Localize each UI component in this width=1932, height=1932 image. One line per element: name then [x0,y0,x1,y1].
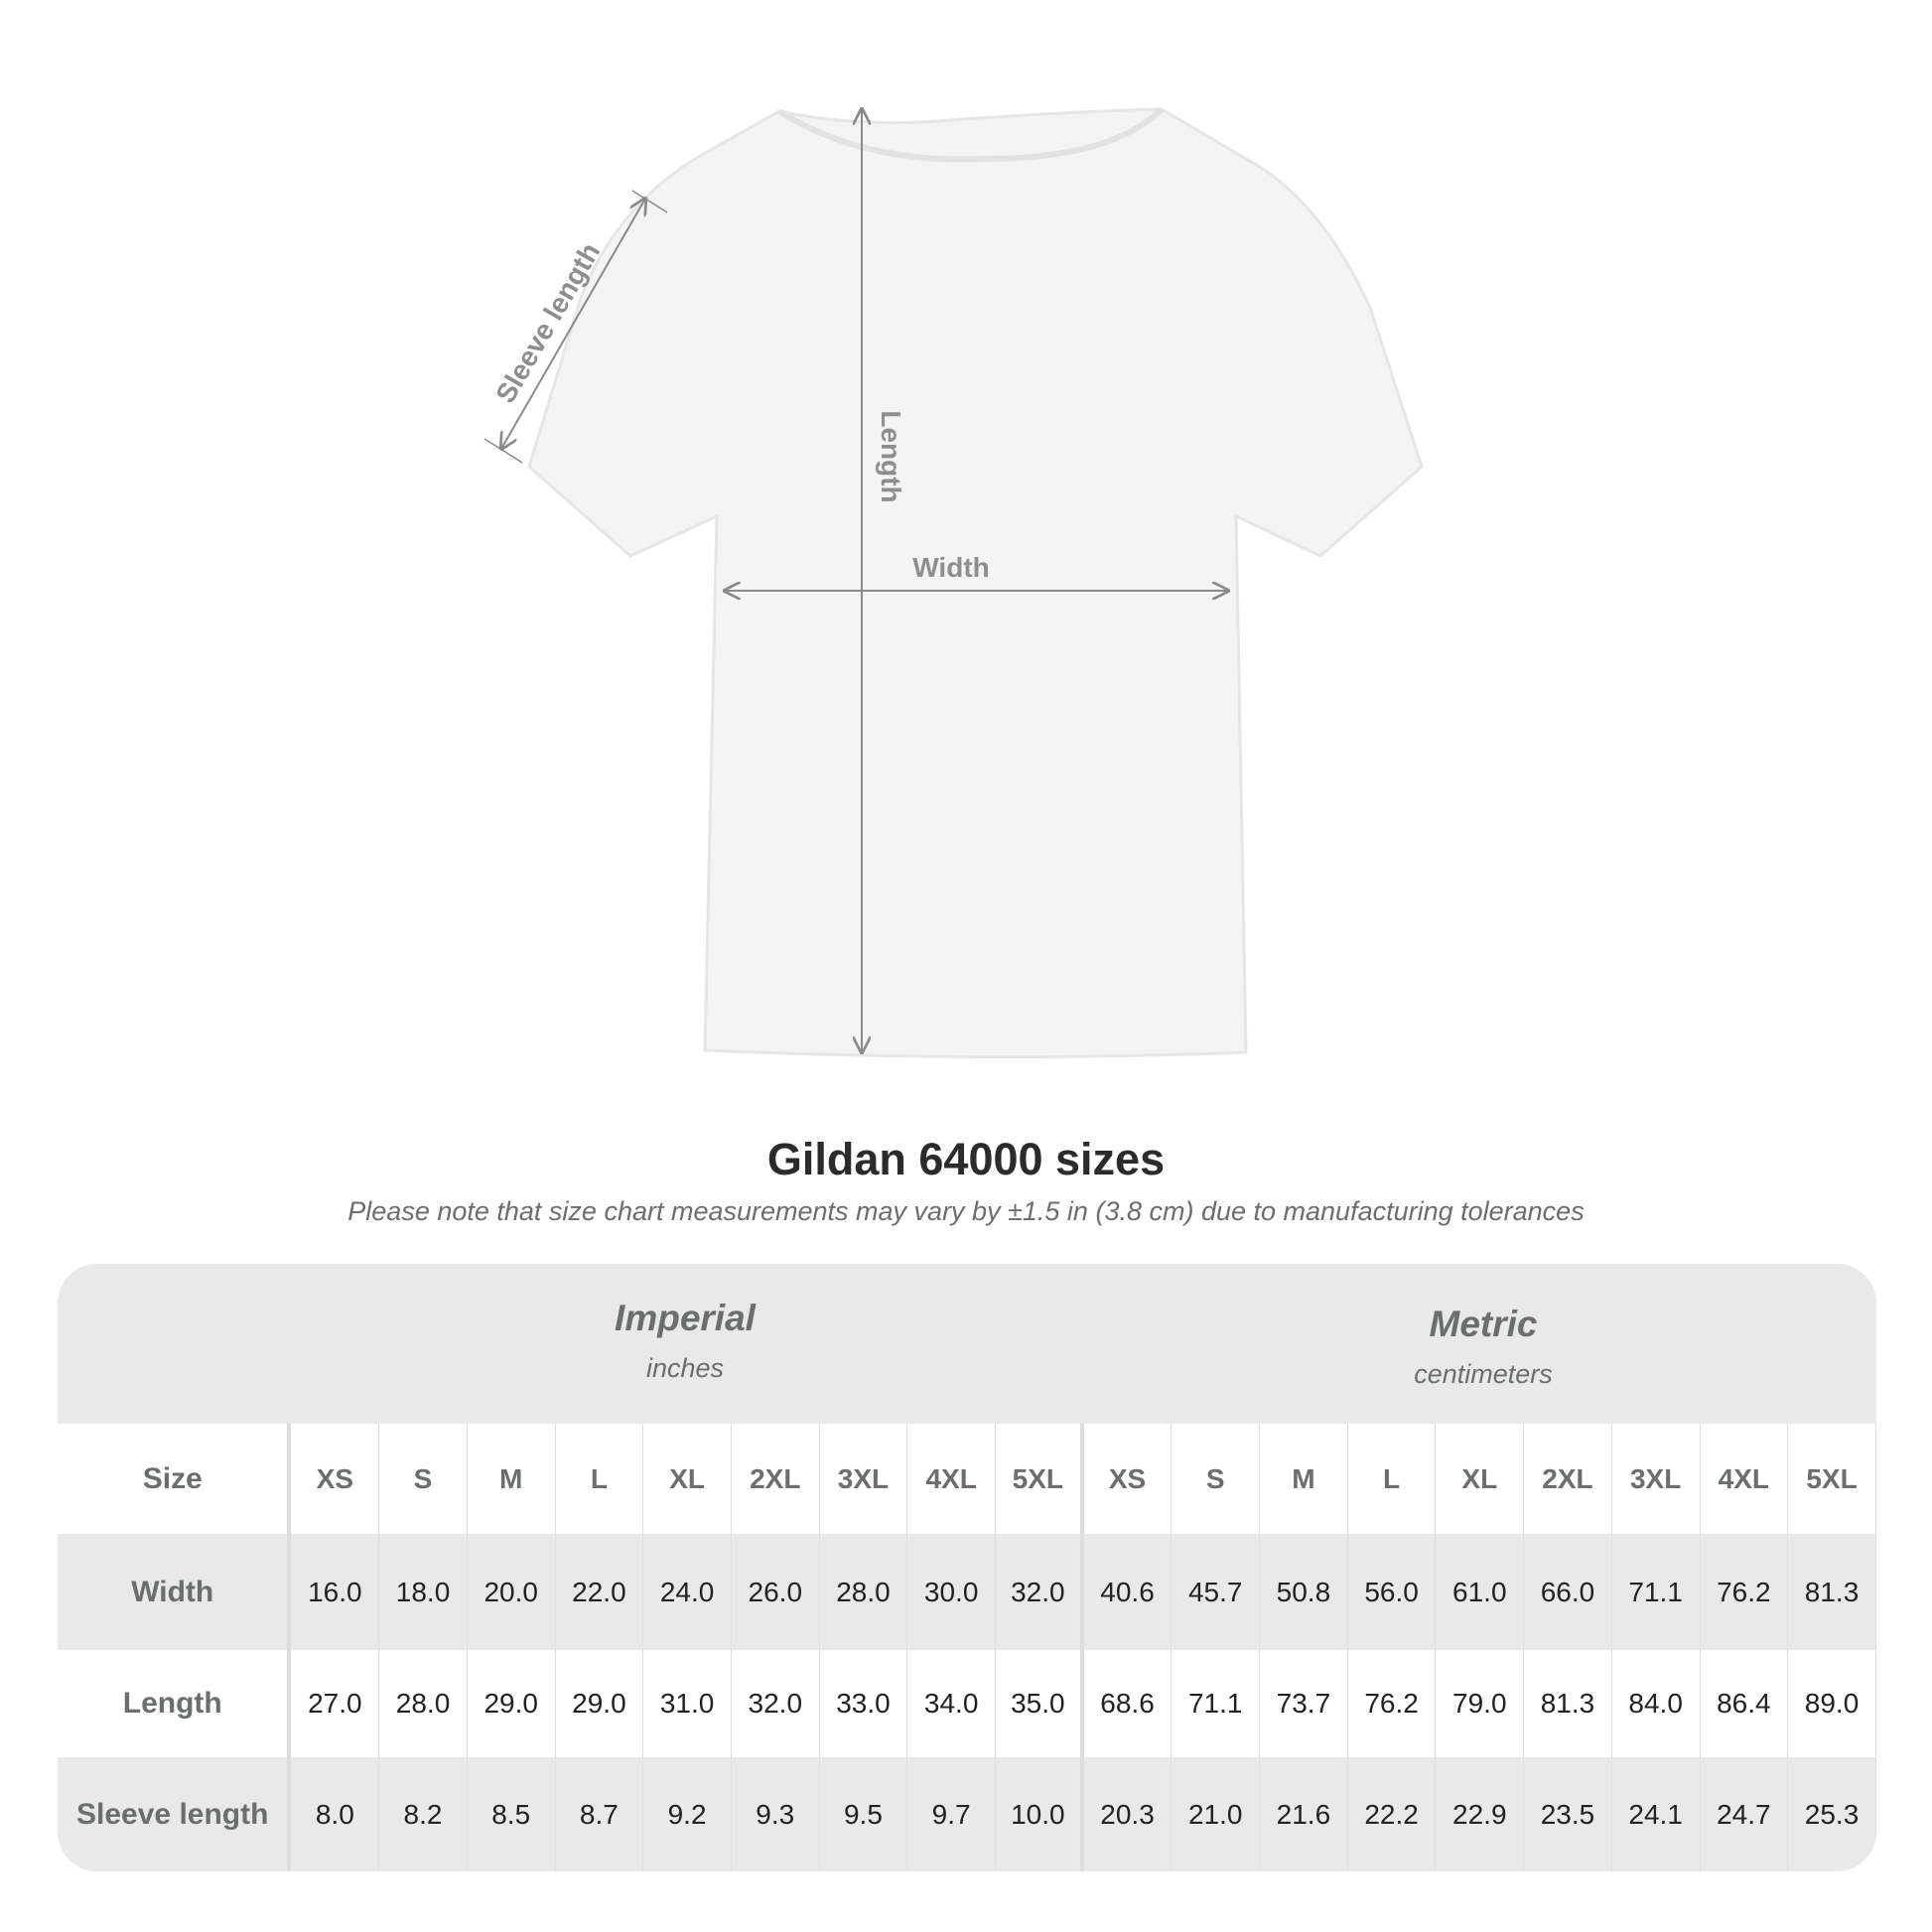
table-cell: 81.3 [1788,1534,1876,1650]
row-label: Width [58,1534,292,1650]
table-cell: 8.7 [556,1757,644,1871]
table-row: Sleeve length 8.0 8.2 8.5 8.7 9.2 9.3 9.5 9.7 10.… [58,1757,1876,1871]
size-table: Imperial inches Metric centimeters Size X… [58,1264,1876,1871]
table-cell: 24.7 [1701,1757,1789,1871]
table-cell: 56.0 [1348,1534,1437,1650]
size-header-cell: XL [1436,1424,1525,1534]
imperial-header: Imperial inches [288,1298,1082,1384]
size-header-cell: L [1348,1424,1437,1534]
imperial-title: Imperial [615,1298,756,1338]
table-cell: 79.0 [1436,1650,1525,1757]
row-label: Size [58,1424,292,1534]
table-cell: 9.2 [643,1757,732,1871]
table-cell: 9.7 [907,1757,996,1871]
size-header-cell: M [468,1424,556,1534]
tshirt-diagram: Length Width Sleeve length [483,106,1424,1059]
size-header-cell: XS [1084,1424,1173,1534]
table-cell: 24.1 [1612,1757,1701,1871]
page-title: Gildan 64000 sizes [766,1134,1166,1184]
table-cell: 84.0 [1612,1650,1701,1757]
table-cell: 30.0 [907,1534,996,1650]
table-cell: 8.5 [468,1757,556,1871]
table-cell: 25.3 [1788,1757,1876,1871]
table-cell: 8.2 [379,1757,468,1871]
tshirt-collar [777,106,1165,163]
table-cell: 23.5 [1524,1757,1612,1871]
table-cell: 20.3 [1084,1757,1173,1871]
imperial-unit: inches [645,1353,725,1383]
table-cell: 22.9 [1436,1757,1525,1871]
table-cell: 8.0 [291,1757,380,1871]
metric-title: Metric [1429,1304,1538,1344]
table-cell: 45.7 [1172,1534,1261,1650]
size-header-cell: S [379,1424,468,1534]
table-cell: 16.0 [291,1534,380,1650]
table-cell: 28.0 [379,1650,468,1757]
table-cell: 22.0 [556,1534,644,1650]
table-cell: 68.6 [1084,1650,1173,1757]
table-cell: 76.2 [1701,1534,1789,1650]
table-cell: 89.0 [1788,1650,1876,1757]
table-cell: 29.0 [556,1650,644,1757]
table-cell: 10.0 [996,1757,1084,1871]
table-cell: 71.1 [1612,1534,1701,1650]
table-cell: 9.3 [732,1757,820,1871]
size-header-cell: 4XL [1701,1424,1789,1534]
table-cell: 21.6 [1260,1757,1348,1871]
length-label: Length [876,410,906,502]
size-header-cell: 3XL [820,1424,908,1534]
size-header-cell: 4XL [907,1424,996,1534]
table-cell: 86.4 [1701,1650,1789,1757]
size-header-cell: L [556,1424,644,1534]
units-header: Imperial inches Metric centimeters [58,1264,1876,1424]
table-cell: 22.2 [1348,1757,1437,1871]
width-label: Width [912,552,990,583]
table-cell: 50.8 [1260,1534,1348,1650]
tshirt-shape [527,107,1424,1059]
size-header-cell: S [1172,1424,1261,1534]
table-cell: 35.0 [996,1650,1084,1757]
table-cell: 32.0 [996,1534,1084,1650]
table-row: Width 16.0 18.0 20.0 22.0 24.0 26.0 28.0 30.0 32.… [58,1534,1876,1650]
table-cell: 61.0 [1436,1534,1525,1650]
table-cell: 34.0 [907,1650,996,1757]
row-label: Sleeve length [58,1757,292,1871]
table-cell: 18.0 [379,1534,468,1650]
size-header-row: Size XS S M L XL 2XL 3XL 4XL 5XL XS S M L XL 2XL 3XL 4XL 5… [58,1424,1876,1534]
table-cell: 28.0 [820,1534,908,1650]
table-cell: 31.0 [643,1650,732,1757]
metric-unit: centimeters [1414,1359,1553,1389]
size-header-cell: 5XL [1788,1424,1876,1534]
table-cell: 27.0 [291,1650,380,1757]
size-header-cell: XS [291,1424,380,1534]
table-cell: 40.6 [1084,1534,1173,1650]
table-row: Length 27.0 28.0 29.0 29.0 31.0 32.0 33.0 34.0 35… [58,1650,1876,1757]
table-cell: 26.0 [732,1534,820,1650]
table-cell: 32.0 [732,1650,820,1757]
metric-header: Metric centimeters [1086,1304,1876,1390]
table-cell: 20.0 [468,1534,556,1650]
table-cell: 21.0 [1172,1757,1261,1871]
table-cell: 24.0 [643,1534,732,1650]
table-cell: 66.0 [1524,1534,1612,1650]
table-cell: 73.7 [1260,1650,1348,1757]
table-cell: 76.2 [1348,1650,1437,1757]
size-header-cell: 5XL [996,1424,1084,1534]
table-cell: 33.0 [820,1650,908,1757]
size-header-cell: XL [643,1424,732,1534]
row-label: Length [58,1650,292,1757]
size-header-cell: M [1260,1424,1348,1534]
sleeve-arrow [501,199,645,449]
table-cell: 29.0 [468,1650,556,1757]
table-cell: 81.3 [1524,1650,1612,1757]
tolerance-note: Please note that size chart measurements… [347,1196,1585,1226]
size-header-cell: 2XL [1524,1424,1612,1534]
size-header-cell: 2XL [732,1424,820,1534]
size-header-cell: 3XL [1612,1424,1701,1534]
table-cell: 71.1 [1172,1650,1261,1757]
table-cell: 9.5 [820,1757,908,1871]
